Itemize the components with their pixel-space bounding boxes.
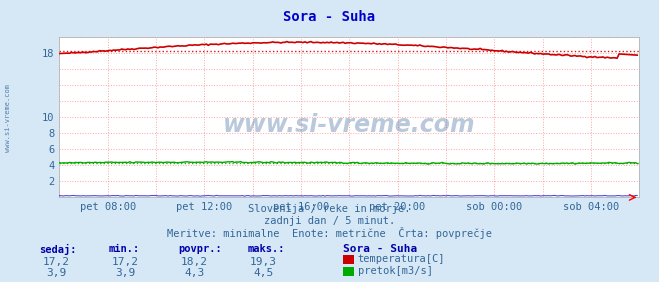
- Text: 3,9: 3,9: [46, 268, 66, 278]
- Text: temperatura[C]: temperatura[C]: [358, 254, 445, 264]
- Text: 4,5: 4,5: [254, 268, 273, 278]
- Text: 18,2: 18,2: [181, 257, 208, 266]
- Text: www.si-vreme.com: www.si-vreme.com: [223, 113, 476, 137]
- Text: Sora - Suha: Sora - Suha: [343, 244, 417, 254]
- Text: zadnji dan / 5 minut.: zadnji dan / 5 minut.: [264, 216, 395, 226]
- Text: Sora - Suha: Sora - Suha: [283, 10, 376, 24]
- Text: povpr.:: povpr.:: [178, 244, 221, 254]
- Text: min.:: min.:: [109, 244, 140, 254]
- Text: 19,3: 19,3: [250, 257, 277, 266]
- Text: maks.:: maks.:: [247, 244, 285, 254]
- Text: 3,9: 3,9: [115, 268, 135, 278]
- Text: Slovenija / reke in morje.: Slovenija / reke in morje.: [248, 204, 411, 214]
- Text: Meritve: minimalne  Enote: metrične  Črta: povprečje: Meritve: minimalne Enote: metrične Črta:…: [167, 227, 492, 239]
- Text: 17,2: 17,2: [112, 257, 138, 266]
- Text: sedaj:: sedaj:: [40, 244, 77, 255]
- Text: www.si-vreme.com: www.si-vreme.com: [5, 84, 11, 153]
- Text: 4,3: 4,3: [185, 268, 204, 278]
- Text: 17,2: 17,2: [43, 257, 69, 266]
- Text: pretok[m3/s]: pretok[m3/s]: [358, 266, 433, 276]
